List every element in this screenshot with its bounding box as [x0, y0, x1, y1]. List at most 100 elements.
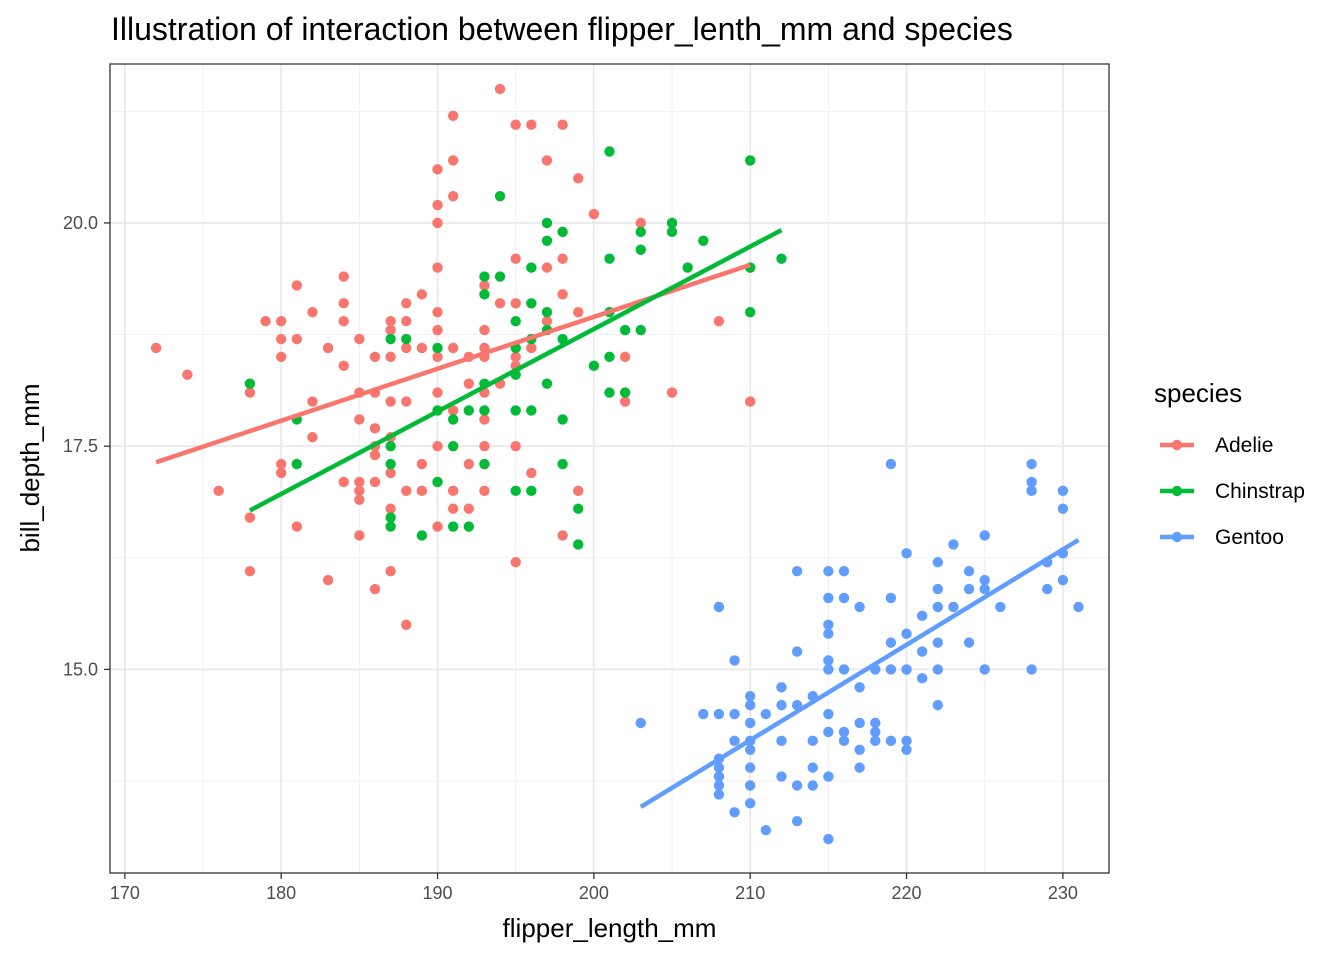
- gentoo-point: [932, 557, 944, 568]
- adelie-point: [354, 494, 365, 505]
- gentoo-point: [823, 664, 834, 675]
- chinstrap-point: [447, 521, 459, 532]
- gentoo-point: [963, 637, 975, 648]
- chinstrap-point: [604, 253, 615, 264]
- chinstrap-point: [526, 485, 537, 497]
- adelie-point: [745, 396, 756, 407]
- adelie-point: [307, 396, 318, 407]
- chinstrap-point: [604, 146, 615, 157]
- adelie-point: [275, 467, 287, 479]
- adelie-point: [573, 173, 584, 184]
- gentoo-point: [729, 807, 740, 818]
- gentoo-point: [838, 664, 850, 675]
- gentoo-point: [854, 682, 865, 693]
- chinstrap-point: [604, 387, 615, 398]
- gentoo-point: [870, 735, 881, 747]
- gentoo-point: [713, 762, 725, 773]
- adelie-point: [416, 342, 428, 354]
- gentoo-point: [1026, 476, 1037, 488]
- adelie-point: [338, 315, 349, 327]
- x-tick-label: 200: [579, 883, 609, 903]
- y-axis: 15.0 17.5 20.0: [63, 213, 110, 679]
- gentoo-point: [901, 735, 912, 747]
- adelie-point: [619, 351, 631, 363]
- adelie-point: [307, 307, 318, 318]
- adelie-point: [322, 574, 334, 586]
- adelie-point: [401, 396, 412, 407]
- adelie-point: [354, 333, 365, 345]
- gentoo-point: [791, 565, 803, 577]
- adelie-point: [463, 458, 474, 470]
- gentoo-point: [745, 798, 756, 809]
- gentoo-point: [979, 664, 990, 675]
- x-tick-label: 210: [735, 883, 765, 903]
- gentoo-point: [854, 762, 865, 773]
- chinstrap-point: [479, 405, 490, 416]
- gentoo-point: [838, 726, 850, 738]
- gentoo-point: [807, 735, 818, 747]
- chinstrap-point: [510, 405, 521, 416]
- adelie-point: [354, 476, 365, 488]
- gentoo-point: [1042, 583, 1053, 595]
- adelie-point: [416, 458, 428, 470]
- adelie-point: [573, 485, 584, 497]
- adelie-point: [510, 440, 521, 452]
- gentoo-point: [776, 735, 787, 747]
- gentoo-point: [745, 762, 756, 773]
- gentoo-point: [932, 699, 944, 711]
- adelie-point: [479, 280, 490, 291]
- chinstrap-point: [541, 217, 553, 229]
- adelie-point: [385, 351, 396, 363]
- chinstrap-point: [432, 476, 443, 488]
- chart-title: Illustration of interaction between flip…: [111, 11, 1013, 47]
- chinstrap-point: [447, 440, 459, 452]
- y-axis-title: bill_depth_mm: [15, 383, 45, 552]
- y-tick-label: 17.5: [63, 436, 98, 456]
- adelie-point: [447, 485, 459, 497]
- adelie-point: [432, 199, 443, 211]
- adelie-point: [432, 164, 443, 175]
- adelie-point: [494, 83, 506, 95]
- gentoo-point: [963, 583, 975, 595]
- gentoo-point: [995, 601, 1006, 613]
- gentoo-point: [729, 735, 740, 747]
- gentoo-point: [1057, 574, 1069, 586]
- chinstrap-point: [666, 217, 678, 229]
- gentoo-point: [979, 583, 990, 595]
- minor-gridlines: [110, 64, 1109, 873]
- gentoo-point: [823, 726, 834, 738]
- adelie-point: [401, 619, 412, 630]
- adelie-point: [432, 440, 443, 452]
- gentoo-point: [838, 565, 850, 577]
- gentoo-point: [901, 744, 912, 755]
- chinstrap-point: [385, 440, 396, 452]
- adelie-point: [385, 396, 396, 407]
- chinstrap-point: [745, 155, 756, 166]
- gentoo-point: [823, 708, 834, 720]
- adelie-point: [275, 351, 287, 363]
- adelie-point: [526, 342, 537, 354]
- gentoo-point: [807, 762, 818, 773]
- adelie-point: [713, 315, 725, 327]
- gentoo-point: [916, 610, 928, 622]
- chinstrap-point: [573, 539, 584, 550]
- gentoo-point: [1026, 485, 1037, 497]
- gentoo-point: [745, 717, 756, 729]
- chinstrap-point: [635, 244, 646, 255]
- x-axis-title: flipper_length_mm: [503, 913, 717, 943]
- gentoo-point: [713, 601, 725, 613]
- adelie-point: [416, 485, 428, 497]
- adelie-point: [526, 467, 537, 479]
- data-points: [150, 83, 1084, 845]
- gentoo-point: [823, 655, 834, 666]
- adelie-point: [291, 333, 303, 345]
- adelie-point: [432, 262, 443, 273]
- gentoo-point: [1057, 485, 1069, 497]
- chinstrap-point: [541, 378, 553, 389]
- chinstrap-point: [291, 458, 303, 470]
- fit-lines: [155, 228, 1080, 809]
- adelie-point: [541, 315, 553, 327]
- plot-border: [109, 63, 1110, 874]
- legend-items: Adelie Chinstrap Gentoo: [1160, 434, 1305, 549]
